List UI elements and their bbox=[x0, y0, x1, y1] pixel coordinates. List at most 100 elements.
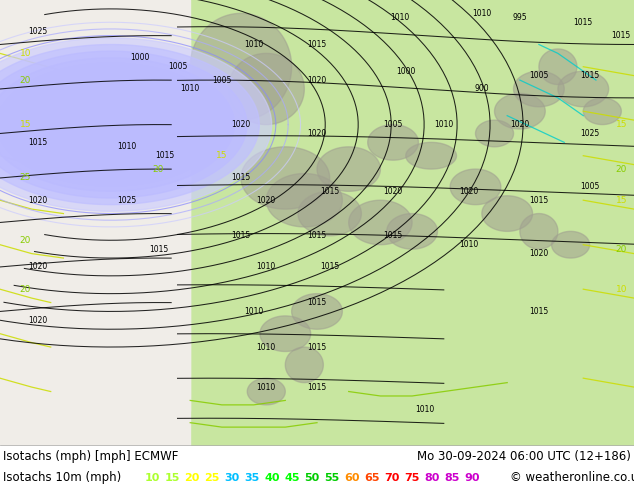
Polygon shape bbox=[349, 200, 412, 245]
Text: 1015: 1015 bbox=[307, 298, 327, 307]
Text: 1015: 1015 bbox=[320, 187, 339, 196]
Polygon shape bbox=[539, 49, 577, 85]
Text: 20: 20 bbox=[20, 236, 31, 245]
Text: 15: 15 bbox=[616, 120, 627, 129]
Polygon shape bbox=[317, 147, 380, 191]
Text: 1010: 1010 bbox=[181, 84, 200, 94]
Text: 1020: 1020 bbox=[231, 120, 250, 129]
Polygon shape bbox=[86, 111, 136, 138]
Polygon shape bbox=[552, 231, 590, 258]
Text: 50: 50 bbox=[304, 473, 320, 483]
Text: 1005: 1005 bbox=[580, 182, 599, 192]
Text: 1015: 1015 bbox=[384, 231, 403, 240]
Polygon shape bbox=[94, 116, 127, 133]
Text: 1015: 1015 bbox=[231, 173, 250, 182]
Polygon shape bbox=[107, 122, 115, 127]
Text: 20: 20 bbox=[20, 75, 31, 85]
Text: 75: 75 bbox=[404, 473, 420, 483]
Polygon shape bbox=[520, 214, 558, 249]
Text: 90: 90 bbox=[464, 473, 480, 483]
Polygon shape bbox=[514, 71, 564, 107]
Text: 1025: 1025 bbox=[580, 129, 599, 138]
Text: 1015: 1015 bbox=[307, 343, 327, 351]
Polygon shape bbox=[247, 378, 285, 405]
Text: 35: 35 bbox=[244, 473, 260, 483]
Polygon shape bbox=[266, 173, 342, 227]
Text: Isotachs (mph) [mph] ECMWF: Isotachs (mph) [mph] ECMWF bbox=[3, 450, 178, 464]
Text: Mo 30-09-2024 06:00 UTC (12+186): Mo 30-09-2024 06:00 UTC (12+186) bbox=[417, 450, 631, 464]
Polygon shape bbox=[285, 347, 323, 383]
Polygon shape bbox=[228, 53, 304, 124]
Text: 1000: 1000 bbox=[130, 53, 149, 62]
Text: 1015: 1015 bbox=[29, 138, 48, 147]
Polygon shape bbox=[18, 75, 204, 174]
Text: 1020: 1020 bbox=[307, 75, 327, 85]
Text: 1020: 1020 bbox=[29, 196, 48, 205]
Text: 15: 15 bbox=[216, 151, 228, 160]
Text: 1015: 1015 bbox=[529, 307, 548, 316]
Text: 85: 85 bbox=[444, 473, 460, 483]
Text: 15: 15 bbox=[616, 196, 627, 205]
Polygon shape bbox=[171, 0, 634, 445]
Text: 1010: 1010 bbox=[117, 142, 136, 151]
Text: 1015: 1015 bbox=[231, 231, 250, 240]
Text: 1010: 1010 bbox=[244, 40, 263, 49]
Polygon shape bbox=[73, 104, 149, 145]
Polygon shape bbox=[91, 114, 132, 136]
Polygon shape bbox=[0, 58, 235, 191]
Text: 1015: 1015 bbox=[574, 18, 593, 27]
Polygon shape bbox=[58, 96, 165, 153]
Polygon shape bbox=[29, 80, 193, 169]
Polygon shape bbox=[495, 94, 545, 129]
Text: 1010: 1010 bbox=[257, 343, 276, 351]
Polygon shape bbox=[0, 63, 224, 186]
Text: 20: 20 bbox=[184, 473, 200, 483]
Text: 1015: 1015 bbox=[307, 40, 327, 49]
Text: 1010: 1010 bbox=[257, 383, 276, 392]
Text: 900: 900 bbox=[474, 84, 489, 94]
Text: 1020: 1020 bbox=[510, 120, 529, 129]
Text: 20: 20 bbox=[616, 245, 627, 254]
Text: 20: 20 bbox=[616, 165, 627, 173]
Polygon shape bbox=[49, 91, 172, 158]
Text: 1015: 1015 bbox=[529, 196, 548, 205]
Polygon shape bbox=[8, 69, 214, 180]
Text: 65: 65 bbox=[365, 473, 380, 483]
Text: 80: 80 bbox=[424, 473, 440, 483]
Text: 25: 25 bbox=[20, 173, 31, 182]
Polygon shape bbox=[39, 85, 183, 164]
Polygon shape bbox=[0, 45, 259, 205]
Text: 1020: 1020 bbox=[257, 196, 276, 205]
Polygon shape bbox=[241, 147, 330, 209]
Text: 1010: 1010 bbox=[390, 13, 409, 23]
Polygon shape bbox=[0, 38, 271, 211]
Text: 30: 30 bbox=[224, 473, 240, 483]
Polygon shape bbox=[298, 191, 361, 236]
Text: 20: 20 bbox=[153, 165, 164, 173]
Text: © weatheronline.co.uk: © weatheronline.co.uk bbox=[510, 471, 634, 485]
Text: 10: 10 bbox=[20, 49, 31, 58]
Text: 1000: 1000 bbox=[396, 67, 415, 75]
Text: 1025: 1025 bbox=[117, 196, 136, 205]
Polygon shape bbox=[406, 143, 456, 169]
Polygon shape bbox=[482, 196, 533, 231]
Text: 1005: 1005 bbox=[384, 120, 403, 129]
Text: 1020: 1020 bbox=[384, 187, 403, 196]
Text: 1015: 1015 bbox=[320, 263, 339, 271]
Text: 1025: 1025 bbox=[29, 26, 48, 36]
Polygon shape bbox=[0, 51, 247, 198]
Polygon shape bbox=[190, 13, 292, 120]
Polygon shape bbox=[103, 120, 119, 129]
Text: 1020: 1020 bbox=[307, 129, 327, 138]
Text: 1015: 1015 bbox=[580, 71, 599, 80]
Polygon shape bbox=[387, 214, 437, 249]
Polygon shape bbox=[558, 71, 609, 107]
Text: 70: 70 bbox=[384, 473, 399, 483]
Text: 1020: 1020 bbox=[29, 263, 48, 271]
Text: 40: 40 bbox=[264, 473, 280, 483]
Text: 10: 10 bbox=[145, 473, 160, 483]
Text: 15: 15 bbox=[20, 120, 31, 129]
Text: 1015: 1015 bbox=[149, 245, 168, 254]
Text: 60: 60 bbox=[344, 473, 359, 483]
Text: 45: 45 bbox=[284, 473, 300, 483]
